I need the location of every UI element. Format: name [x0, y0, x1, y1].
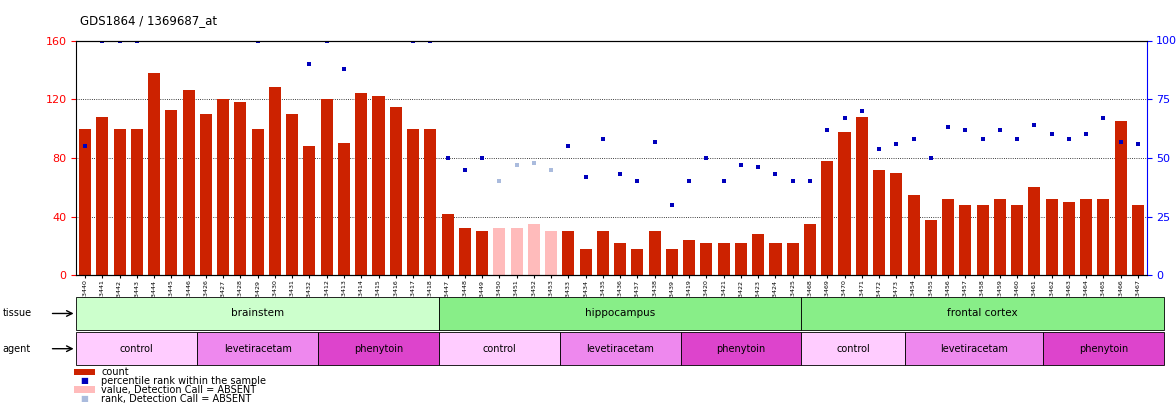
Text: control: control [482, 344, 516, 354]
Text: rank, Detection Call = ABSENT: rank, Detection Call = ABSENT [101, 394, 252, 403]
Bar [1080, 199, 1093, 275]
Bar [79, 129, 91, 275]
Bar [562, 231, 574, 275]
Bar [303, 146, 315, 275]
Text: levetiracetam: levetiracetam [940, 344, 1008, 354]
Bar [76, 297, 439, 330]
Bar [269, 87, 281, 275]
Text: control: control [836, 344, 870, 354]
Text: hippocampus: hippocampus [584, 309, 655, 318]
Bar [649, 231, 661, 275]
Bar [166, 109, 178, 275]
Bar [355, 94, 367, 275]
Bar [493, 228, 506, 275]
Text: percentile rank within the sample: percentile rank within the sample [101, 376, 266, 386]
Bar [804, 224, 816, 275]
Bar [1132, 205, 1144, 275]
Bar [960, 205, 971, 275]
Bar [459, 228, 470, 275]
Bar [560, 332, 681, 365]
Bar [425, 129, 436, 275]
Bar [801, 297, 1164, 330]
Bar [389, 107, 402, 275]
Bar [666, 249, 679, 275]
Bar [838, 132, 850, 275]
Bar [1115, 121, 1127, 275]
Bar [234, 102, 247, 275]
Bar [632, 249, 643, 275]
Bar [976, 205, 989, 275]
Text: levetiracetam: levetiracetam [586, 344, 654, 354]
Bar [114, 129, 126, 275]
Bar [252, 129, 263, 275]
Bar [148, 73, 160, 275]
Bar [218, 99, 229, 275]
Bar [441, 214, 454, 275]
Bar [321, 99, 333, 275]
Bar [735, 243, 747, 275]
Bar [544, 231, 557, 275]
Bar [890, 173, 902, 275]
Bar [1097, 199, 1109, 275]
Bar [717, 243, 730, 275]
Bar [821, 161, 834, 275]
Bar [994, 199, 1005, 275]
Bar [801, 332, 906, 365]
Bar [1011, 205, 1023, 275]
Text: phenytoin: phenytoin [354, 344, 403, 354]
Bar [439, 297, 801, 330]
Text: value, Detection Call = ABSENT: value, Detection Call = ABSENT [101, 385, 256, 394]
Bar [182, 90, 195, 275]
Text: GDS1864 / 1369687_at: GDS1864 / 1369687_at [80, 14, 218, 27]
Text: ■: ■ [81, 376, 88, 385]
Text: tissue: tissue [2, 309, 32, 318]
Bar [856, 117, 868, 275]
Text: count: count [101, 367, 128, 377]
Bar [681, 332, 801, 365]
Bar [510, 228, 522, 275]
Bar [580, 249, 592, 275]
Bar [131, 129, 143, 275]
Bar [1045, 199, 1057, 275]
Bar [769, 243, 782, 275]
Bar [198, 332, 318, 365]
Text: phenytoin: phenytoin [1078, 344, 1128, 354]
Text: agent: agent [2, 344, 31, 354]
Bar [373, 96, 385, 275]
Text: frontal cortex: frontal cortex [948, 309, 1018, 318]
Bar [200, 114, 212, 275]
Bar [439, 332, 560, 365]
Text: brainstem: brainstem [232, 309, 285, 318]
Bar [906, 332, 1043, 365]
Text: control: control [120, 344, 154, 354]
Text: levetiracetam: levetiracetam [223, 344, 292, 354]
Bar [1028, 188, 1041, 275]
Bar [942, 199, 954, 275]
Bar [1063, 202, 1075, 275]
Bar [873, 170, 886, 275]
Bar [96, 117, 108, 275]
Bar [787, 243, 799, 275]
Text: ■: ■ [81, 394, 88, 403]
Bar [318, 332, 439, 365]
Text: phenytoin: phenytoin [716, 344, 766, 354]
Bar [683, 240, 695, 275]
Bar [597, 231, 609, 275]
Bar [528, 224, 540, 275]
Bar [338, 143, 350, 275]
Bar [908, 195, 920, 275]
Bar [76, 332, 198, 365]
Bar [614, 243, 626, 275]
Bar [407, 129, 419, 275]
Bar [701, 243, 713, 275]
Bar [286, 114, 299, 275]
Bar [753, 234, 764, 275]
Bar [924, 220, 937, 275]
Bar [1043, 332, 1164, 365]
Bar [476, 231, 488, 275]
